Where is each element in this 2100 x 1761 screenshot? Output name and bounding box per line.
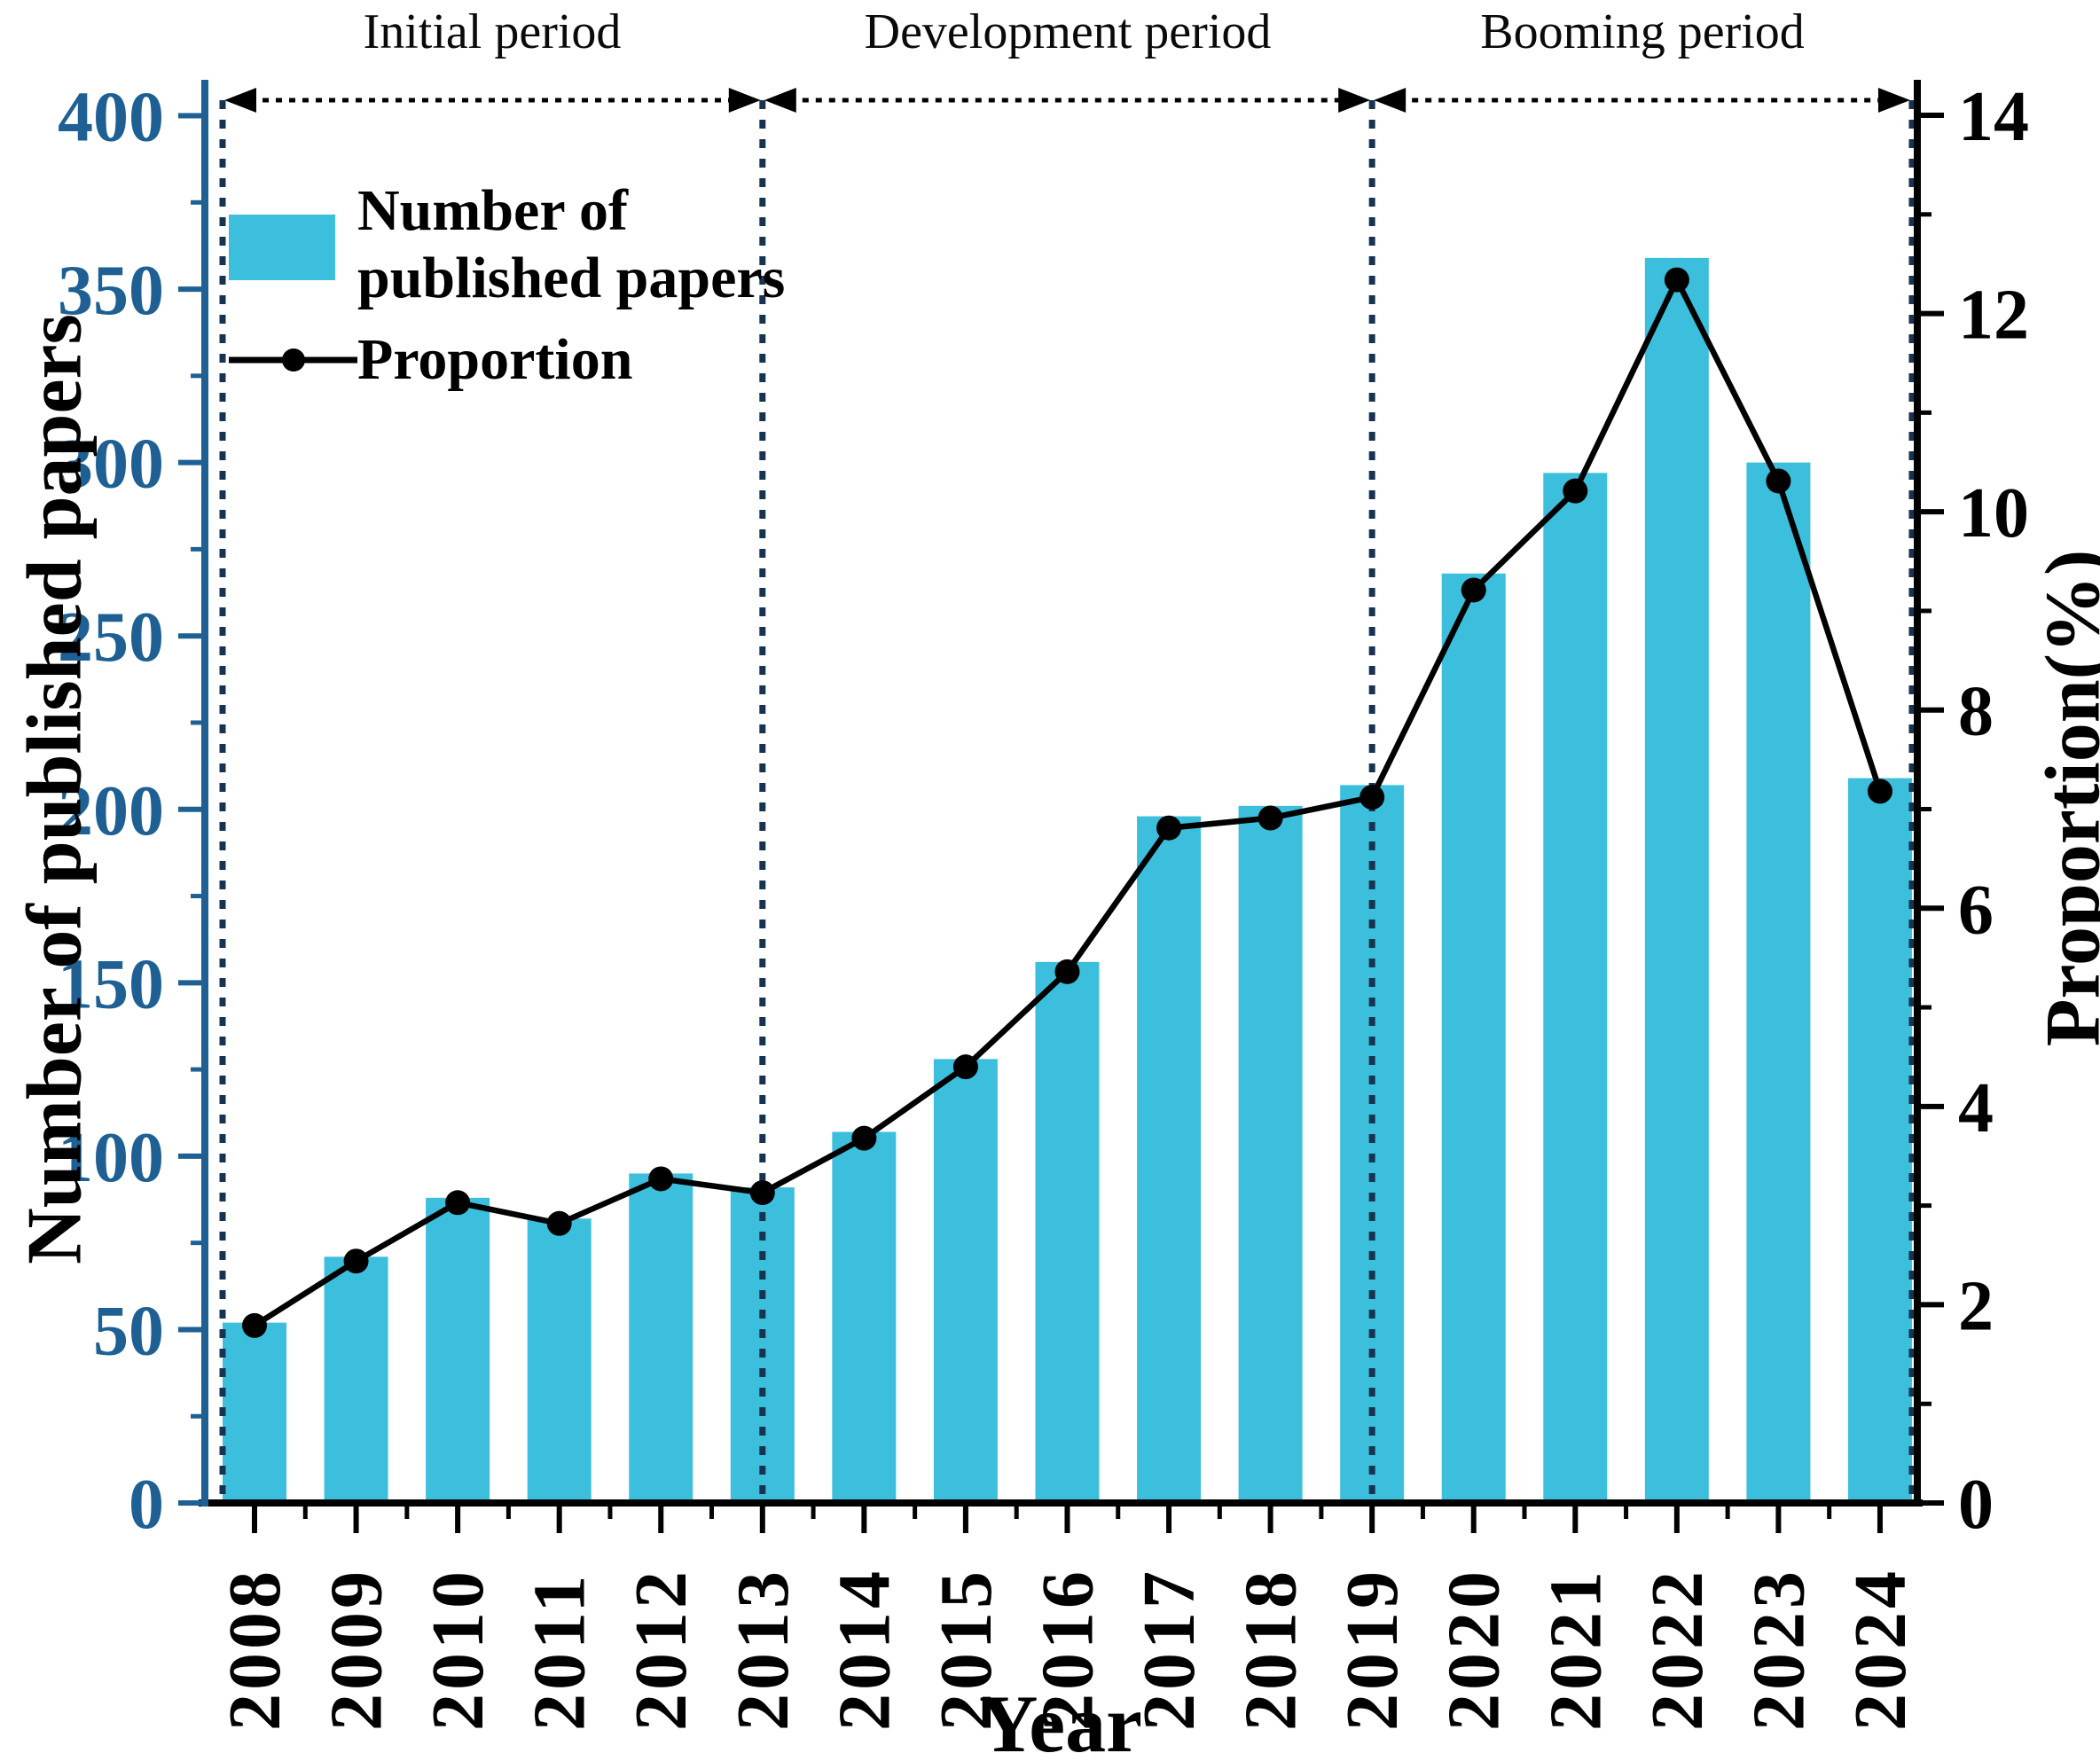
legend-bar-label-line1: Number of (357, 178, 628, 243)
bar-2010 (426, 1197, 490, 1503)
proportion-point-2010 (445, 1190, 471, 1216)
y-left-tick-label-400: 400 (58, 79, 164, 157)
y-axis-title-left: Number of published papers (12, 314, 98, 1264)
proportion-point-2017 (1156, 815, 1182, 841)
arrow-left-icon (224, 88, 256, 113)
x-tick-label-2018: 2018 (1230, 1568, 1312, 1731)
y-left-tick-label-100: 100 (58, 1119, 164, 1197)
y-left-tick-label-0: 0 (129, 1466, 164, 1544)
x-tick-label-2022: 2022 (1636, 1568, 1719, 1731)
y-right-tick-label-2: 2 (1958, 1267, 1994, 1345)
y-right-tick-label-4: 4 (1958, 1069, 1994, 1147)
bar-2018 (1238, 805, 1303, 1503)
legend-line-sample (229, 348, 357, 372)
y-right-tick-label-8: 8 (1958, 673, 1994, 751)
bar-2024 (1847, 778, 1912, 1503)
x-tick-label-2011: 2011 (519, 1572, 601, 1731)
y-right-tick-label-12: 12 (1958, 277, 2029, 355)
proportion-point-2012 (648, 1166, 674, 1192)
legend-bar-label-line2: published papers (357, 246, 786, 310)
y-left-tick-label-200: 200 (58, 772, 164, 850)
period-label-booming: Booming period (1480, 4, 1805, 59)
y-left-tick-label-250: 250 (58, 599, 164, 677)
bar-2009 (324, 1256, 388, 1503)
bar-2022 (1644, 257, 1709, 1504)
y-left-tick-label-150: 150 (58, 945, 164, 1023)
x-tick-label-2017: 2017 (1128, 1568, 1211, 1731)
legend-bar-swatch (229, 215, 335, 280)
y-left-tick-label-350: 350 (58, 252, 164, 330)
proportion-point-2023 (1766, 468, 1791, 494)
x-tick-label-2010: 2010 (417, 1568, 499, 1731)
proportion-point-2022 (1664, 267, 1689, 293)
proportion-point-2015 (952, 1054, 978, 1080)
legend-line-label: Proportion (357, 327, 633, 392)
x-axis-title: Year (979, 1679, 1142, 1761)
proportion-point-2011 (546, 1210, 572, 1236)
bar-2008 (223, 1322, 286, 1503)
bar-2021 (1543, 473, 1608, 1503)
y-left-tick-label-300: 300 (58, 426, 164, 504)
bar-2012 (629, 1173, 693, 1503)
y-right-tick-label-6: 6 (1958, 871, 1994, 949)
proportion-point-2019 (1360, 785, 1385, 810)
bar-2016 (1035, 961, 1100, 1503)
proportion-point-2018 (1258, 805, 1283, 831)
legend-entry-bars: Number of published papers (229, 177, 785, 312)
x-tick-label-2012: 2012 (620, 1568, 702, 1731)
y-right-tick-label-14: 14 (1958, 78, 2029, 156)
legend-entry-line: Proportion (229, 326, 785, 394)
x-tick-label-2021: 2021 (1534, 1568, 1617, 1731)
proportion-point-2008 (242, 1312, 267, 1338)
x-tick-label-2013: 2013 (722, 1568, 804, 1731)
bar-2023 (1746, 462, 1811, 1503)
x-tick-label-2015: 2015 (925, 1568, 1007, 1731)
proportion-point-2013 (749, 1180, 775, 1206)
x-tick-label-2009: 2009 (316, 1568, 398, 1731)
proportion-point-2009 (343, 1248, 369, 1274)
arrow-right-icon (1338, 88, 1371, 113)
proportion-point-2014 (851, 1125, 877, 1151)
bar-2017 (1137, 816, 1202, 1503)
y-axis-title-right: Proportion(%) (2030, 549, 2100, 1047)
bar-2014 (832, 1131, 897, 1503)
proportion-point-2016 (1054, 959, 1080, 984)
x-tick-label-2014: 2014 (823, 1568, 905, 1731)
proportion-point-2024 (1867, 779, 1892, 804)
proportion-point-2020 (1461, 577, 1486, 603)
x-tick-label-2023: 2023 (1737, 1568, 1820, 1731)
period-label-development: Development period (864, 4, 1272, 59)
y-right-tick-label-10: 10 (1958, 474, 2029, 552)
arrow-left-icon (764, 88, 796, 113)
proportion-point-2021 (1563, 478, 1588, 504)
x-tick-label-2024: 2024 (1839, 1568, 1922, 1731)
x-tick-label-2020: 2020 (1433, 1568, 1516, 1731)
y-right-tick-label-0: 0 (1958, 1466, 1994, 1544)
arrow-left-icon (1374, 88, 1407, 113)
x-tick-label-2019: 2019 (1331, 1568, 1414, 1731)
bar-2015 (933, 1059, 998, 1503)
period-label-initial: Initial period (363, 4, 622, 59)
arrow-right-icon (1877, 88, 1910, 113)
bar-2011 (527, 1218, 592, 1503)
bar-2020 (1441, 573, 1506, 1504)
x-tick-label-2016: 2016 (1026, 1568, 1109, 1731)
legend: Number of published papers Proportion (229, 177, 785, 394)
x-tick-label-2008: 2008 (214, 1568, 296, 1731)
arrow-right-icon (728, 88, 761, 113)
y-left-tick-label-50: 50 (93, 1292, 164, 1370)
